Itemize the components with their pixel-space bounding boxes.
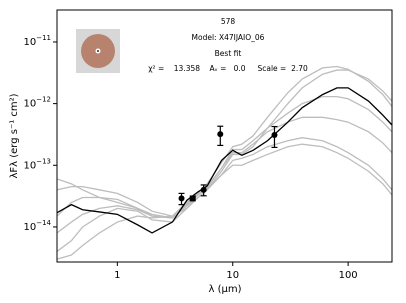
- model-line: [57, 87, 392, 234]
- y-tick-label: 10−12: [23, 96, 51, 110]
- model-line: [57, 116, 392, 234]
- model-line: [57, 95, 392, 219]
- plot-area: [57, 65, 392, 260]
- x-tick-label: 100: [339, 270, 358, 281]
- y-tick-label: 10−13: [23, 157, 51, 171]
- x-axis-label: λ (μm): [208, 284, 241, 295]
- y-tick-label: 10−14: [23, 219, 51, 233]
- x-tick-label: 1: [114, 270, 120, 281]
- data-point: [178, 195, 185, 202]
- data-point: [189, 195, 196, 202]
- y-axis-label: λFλ (erg s⁻¹ cm²): [9, 93, 20, 178]
- annotation: χ² = 13.358 Aᵥ = 0.0 Scale = 2.70: [148, 64, 308, 73]
- annotation: Best fit: [215, 49, 242, 58]
- annotation: 578: [221, 17, 236, 26]
- data-point: [271, 131, 278, 138]
- data-point: [217, 131, 224, 138]
- data-point: [200, 186, 207, 193]
- y-tick-label: 10−11: [23, 34, 51, 48]
- annotation: Model: X47IJAIO_06: [192, 33, 265, 42]
- plot-frame: [56, 9, 393, 263]
- x-tick-label: 10: [226, 270, 239, 281]
- model-line: [57, 69, 392, 217]
- thumbnail-core: [97, 50, 99, 52]
- model-line: [57, 137, 392, 252]
- model-line: [57, 143, 392, 219]
